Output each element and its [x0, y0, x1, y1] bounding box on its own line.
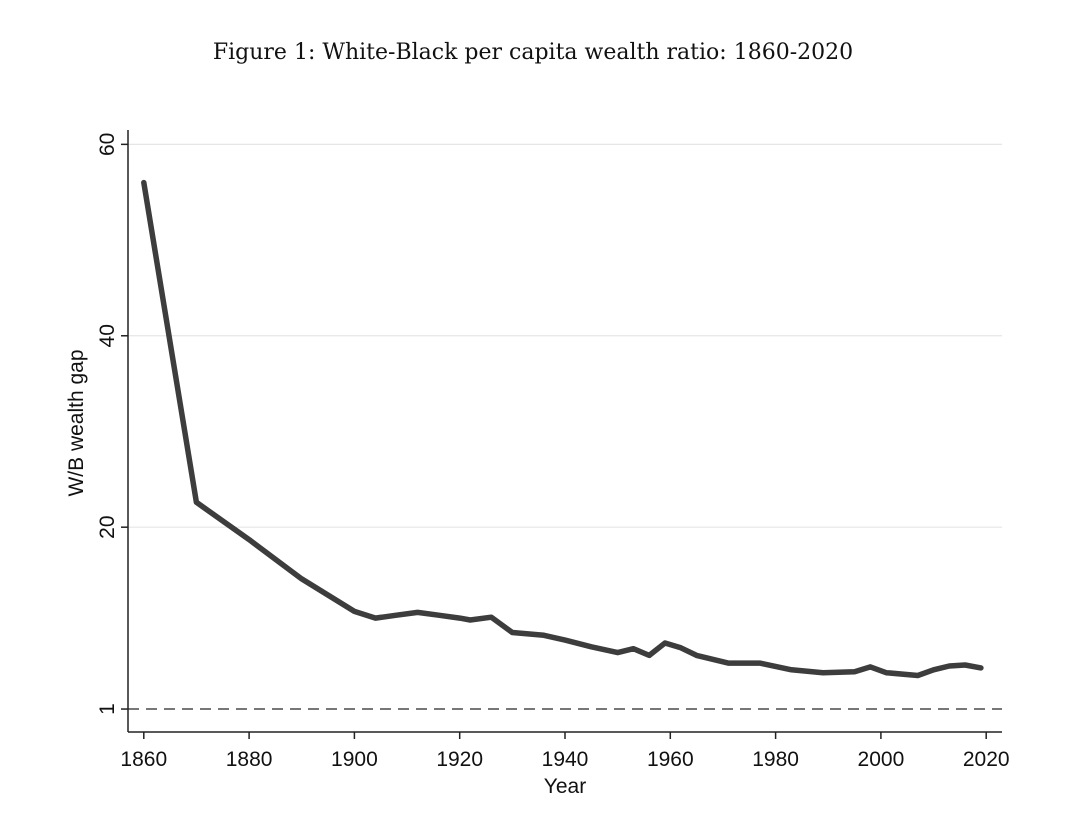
x-tick-label: 2020: [963, 748, 1010, 771]
y-axis-title: W/B wealth gap: [65, 349, 88, 496]
x-axis-title: Year: [544, 775, 586, 798]
x-tick-label: 1980: [752, 748, 799, 771]
x-tick-label: 1900: [331, 748, 378, 771]
x-tick-label: 1880: [226, 748, 273, 771]
series-layer: [141, 179, 984, 679]
axis-layer: 1860 1880 1900 1920 1940 1960 1980 2000 2020 1 20 4…: [96, 130, 1010, 771]
y-tick-label: 40: [96, 324, 119, 347]
x-tick-label: 1860: [120, 748, 167, 771]
y-tick-label: 20: [96, 516, 119, 539]
figure-caption: Figure 1: White-Black per capita wealth …: [212, 40, 854, 65]
grid-layer: [128, 143, 1002, 528]
y-tick-label: 60: [96, 133, 119, 156]
x-tick-label: 2000: [858, 748, 905, 771]
y-tick-label: 1: [96, 703, 119, 715]
x-tick-label: 1960: [647, 748, 694, 771]
x-tick-label: 1920: [436, 748, 483, 771]
series-line-0: [141, 179, 984, 679]
x-tick-label: 1940: [542, 748, 589, 771]
